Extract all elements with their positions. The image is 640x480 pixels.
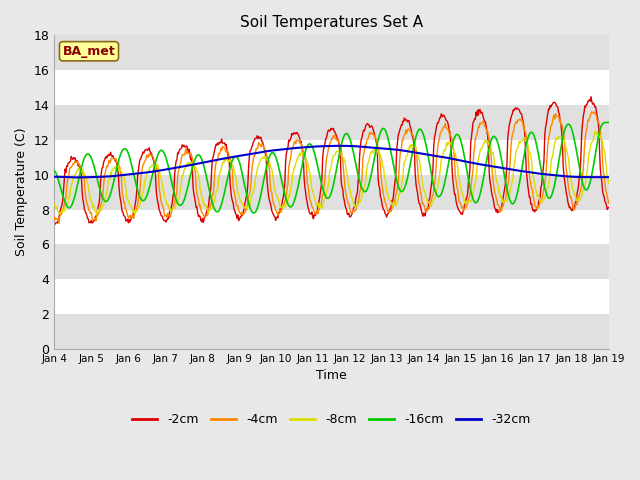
Bar (54, 36, 609, 70)
Text: BA_met: BA_met (63, 45, 115, 58)
Legend: -2cm, -4cm, -8cm, -16cm, -32cm: -2cm, -4cm, -8cm, -16cm, -32cm (127, 408, 536, 432)
Bar (54, 314, 609, 349)
Title: Soil Temperatures Set A: Soil Temperatures Set A (240, 15, 423, 30)
Bar (54, 175, 609, 210)
Bar (54, 105, 609, 140)
Y-axis label: Soil Temperature (C): Soil Temperature (C) (15, 128, 28, 256)
Bar (54, 244, 609, 279)
X-axis label: Time: Time (316, 369, 347, 383)
